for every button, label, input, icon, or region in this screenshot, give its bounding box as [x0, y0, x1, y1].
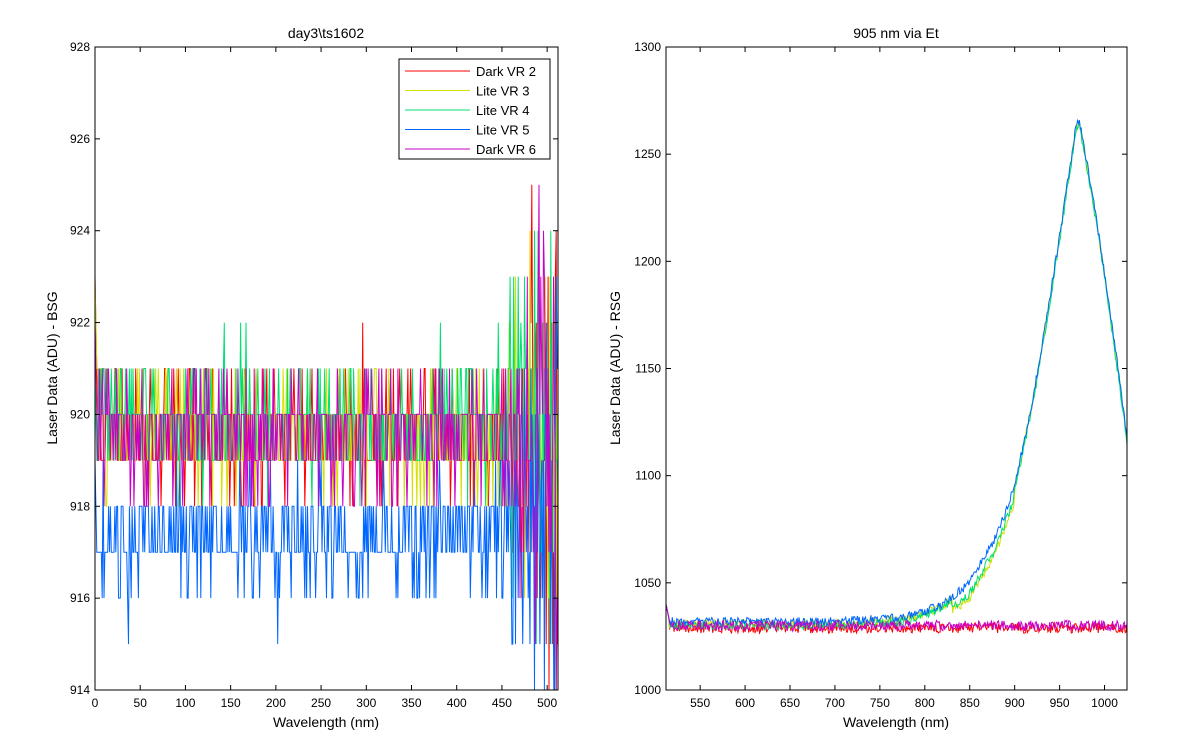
left-y-tick-label: 924: [70, 224, 90, 238]
left-x-tick-label: 200: [266, 696, 286, 710]
right-x-tick-label: 900: [1005, 696, 1025, 710]
right-y-tick-label: 1300: [634, 40, 661, 54]
left-ticks: 0 50 100 150 200 250 300 350 400 450 500 914 916 918 9…: [70, 40, 558, 710]
left-chart: day3\ts1602 0 50 100 150 200 250 300 350 400 450 5…: [44, 25, 559, 730]
legend: Dark VR 2 Lite VR 3 Lite VR 4 Lite VR 5 Dark…: [398, 58, 551, 160]
right-chart: 905 nm via Et 550 600 650 700 750 800 850 900 95…: [607, 25, 1128, 730]
right-x-tick-label: 700: [825, 696, 845, 710]
left-x-tick-label: 250: [311, 696, 331, 710]
legend-box: [398, 58, 551, 160]
left-x-tick-label: 400: [447, 696, 467, 710]
right-plot-area: [666, 118, 1127, 635]
left-x-tick-label: 100: [175, 696, 195, 710]
left-plot-area: [95, 184, 558, 690]
left-y-tick-label: 920: [70, 407, 90, 421]
left-x-tick-label: 50: [134, 696, 148, 710]
left-x-tick-label: 350: [401, 696, 421, 710]
right-y-axis-label: Laser Data (ADU) - RSG: [607, 291, 623, 445]
right-x-tick-label: 750: [870, 696, 890, 710]
legend-label-4: Lite VR 5: [476, 123, 529, 138]
right-series-line-5: [666, 604, 1127, 633]
left-y-tick-label: 916: [70, 591, 90, 605]
legend-label-1: Dark VR 2: [476, 64, 536, 79]
left-x-tick-label: 450: [492, 696, 512, 710]
left-y-axis-label: Laser Data (ADU) - BSG: [44, 291, 60, 444]
left-y-tick-label: 926: [70, 132, 90, 146]
left-y-tick-label: 928: [70, 40, 90, 54]
left-x-tick-label: 0: [92, 696, 99, 710]
right-y-tick-label: 1100: [635, 469, 661, 483]
right-y-tick-label: 1200: [634, 254, 661, 268]
left-x-axis-label: Wavelength (nm): [273, 714, 379, 730]
right-ticks: 550 600 650 700 750 800 850 900 950 1000 1000 1050 1…: [634, 40, 1127, 710]
right-x-tick-label: 950: [1050, 696, 1070, 710]
right-x-tick-label: 850: [960, 696, 980, 710]
left-chart-title: day3\ts1602: [288, 25, 364, 41]
right-y-tick-label: 1250: [634, 147, 661, 161]
right-series-line-2: [666, 120, 1127, 630]
right-x-axis-label: Wavelength (nm): [843, 714, 949, 730]
right-series-line-3: [666, 121, 1127, 632]
right-axes-box: [665, 46, 1128, 691]
right-x-tick-label: 800: [915, 696, 935, 710]
right-y-tick-label: 1000: [634, 683, 661, 697]
right-x-tick-label: 650: [780, 696, 800, 710]
legend-label-3: Lite VR 4: [476, 103, 529, 118]
left-series-line-5: [95, 184, 558, 690]
legend-label-2: Lite VR 3: [476, 84, 529, 99]
right-chart-title: 905 nm via Et: [853, 25, 939, 41]
left-y-tick-label: 918: [70, 499, 90, 513]
left-axes-box: [94, 46, 559, 691]
right-x-tick-label: 550: [690, 696, 710, 710]
left-x-tick-label: 300: [356, 696, 376, 710]
right-y-tick-label: 1150: [635, 362, 661, 376]
right-series-line-4: [666, 118, 1127, 627]
left-y-tick-label: 914: [70, 683, 90, 697]
left-x-tick-label: 500: [537, 696, 557, 710]
legend-label-5: Dark VR 6: [476, 142, 536, 157]
right-x-tick-label: 1000: [1091, 696, 1118, 710]
right-y-tick-label: 1050: [634, 576, 661, 590]
left-x-tick-label: 150: [221, 696, 241, 710]
left-y-tick-label: 922: [70, 316, 90, 330]
right-x-tick-label: 600: [735, 696, 755, 710]
left-series-line-4: [95, 276, 558, 690]
